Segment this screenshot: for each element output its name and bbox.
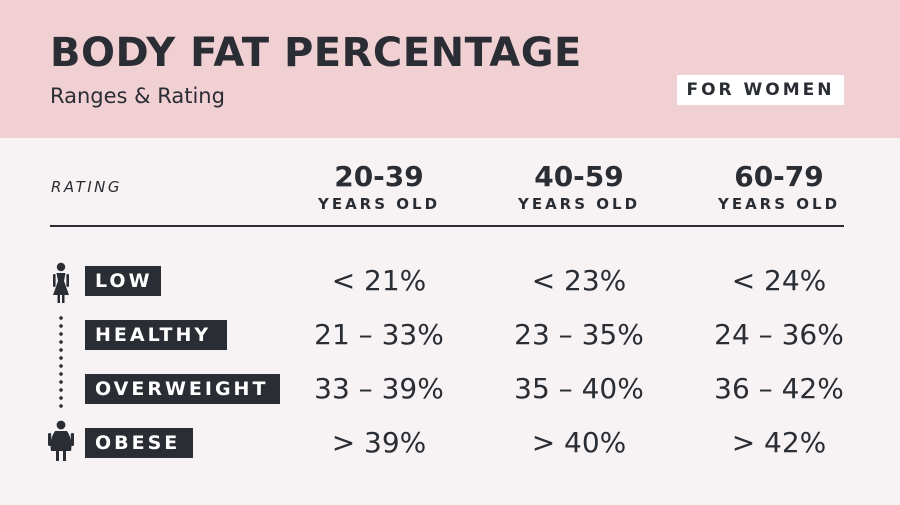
header-band: BODY FAT PERCENTAGE Ranges & Rating FOR … bbox=[0, 0, 900, 138]
column-unit: YEARS OLD bbox=[317, 195, 441, 213]
rating-label-low: LOW bbox=[85, 266, 161, 296]
table-cell: < 24% bbox=[731, 264, 827, 297]
gender-badge: FOR WOMEN bbox=[677, 75, 844, 105]
rating-column-header: RATING bbox=[51, 178, 123, 196]
column-range: 40-59 bbox=[534, 160, 624, 193]
column-range: 20-39 bbox=[334, 160, 424, 193]
rating-label-overweight: OVERWEIGHT bbox=[85, 374, 280, 404]
rating-label-obese: OBESE bbox=[85, 428, 193, 458]
table-cell: < 21% bbox=[331, 264, 427, 297]
table-cell: < 23% bbox=[531, 264, 627, 297]
table-cell: > 42% bbox=[731, 426, 827, 459]
table-cell: > 40% bbox=[531, 426, 627, 459]
header-divider bbox=[50, 225, 844, 227]
table-cell: 33 – 39% bbox=[314, 372, 444, 405]
column-range: 60-79 bbox=[734, 160, 824, 193]
table-cell: 21 – 33% bbox=[314, 318, 444, 351]
page-subtitle: Ranges & Rating bbox=[50, 84, 225, 108]
slim-woman-icon bbox=[53, 262, 69, 303]
table-cell: 35 – 40% bbox=[514, 372, 644, 405]
dotted-connector bbox=[59, 314, 63, 410]
table-cell: 23 – 35% bbox=[514, 318, 644, 351]
table-cell: > 39% bbox=[331, 426, 427, 459]
column-header-20-39: 20-39 YEARS OLD bbox=[294, 160, 464, 214]
column-header-60-79: 60-79 YEARS OLD bbox=[694, 160, 864, 214]
column-unit: YEARS OLD bbox=[517, 195, 641, 213]
heavy-woman-icon bbox=[48, 420, 74, 461]
column-unit: YEARS OLD bbox=[717, 195, 841, 213]
page-title: BODY FAT PERCENTAGE bbox=[50, 30, 582, 76]
column-header-40-59: 40-59 YEARS OLD bbox=[494, 160, 664, 214]
table-cell: 36 – 42% bbox=[714, 372, 844, 405]
rating-label-healthy: HEALTHY bbox=[85, 320, 227, 350]
table-cell: 24 – 36% bbox=[714, 318, 844, 351]
